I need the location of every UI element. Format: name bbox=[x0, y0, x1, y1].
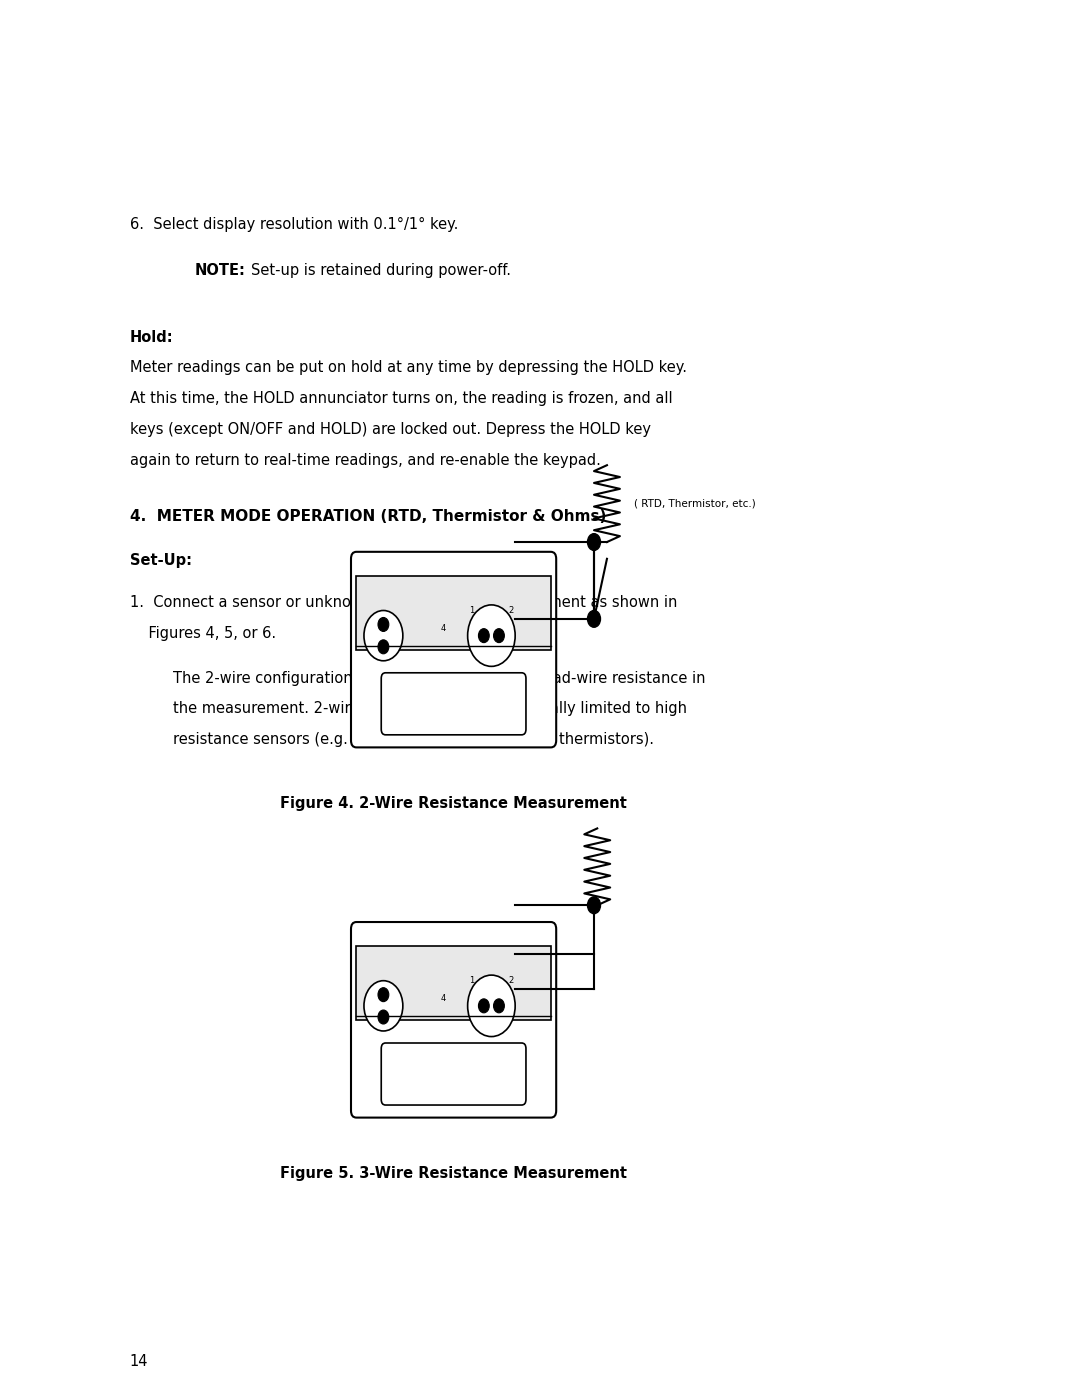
Text: The 2-wire configuration is simplest, but includes lead-wire resistance in: The 2-wire configuration is simplest, bu… bbox=[173, 671, 705, 686]
FancyBboxPatch shape bbox=[351, 552, 556, 747]
Circle shape bbox=[588, 610, 600, 627]
FancyBboxPatch shape bbox=[381, 673, 526, 735]
Text: Figure 5. 3-Wire Resistance Measurement: Figure 5. 3-Wire Resistance Measurement bbox=[280, 1166, 627, 1182]
Text: 6.  Select display resolution with 0.1°/1° key.: 6. Select display resolution with 0.1°/1… bbox=[130, 217, 458, 232]
FancyBboxPatch shape bbox=[351, 922, 556, 1118]
Text: NOTE:: NOTE: bbox=[194, 263, 245, 278]
Circle shape bbox=[378, 1010, 389, 1024]
Circle shape bbox=[588, 534, 600, 550]
Text: Figures 4, 5, or 6.: Figures 4, 5, or 6. bbox=[130, 626, 275, 641]
Circle shape bbox=[478, 629, 489, 643]
Text: 14: 14 bbox=[130, 1354, 148, 1369]
Text: At this time, the HOLD annunciator turns on, the reading is frozen, and all: At this time, the HOLD annunciator turns… bbox=[130, 391, 672, 407]
Text: Meter readings can be put on hold at any time by depressing the HOLD key.: Meter readings can be put on hold at any… bbox=[130, 360, 687, 376]
Text: 4: 4 bbox=[441, 995, 445, 1003]
Circle shape bbox=[478, 999, 489, 1013]
Text: Hold:: Hold: bbox=[130, 330, 173, 345]
Bar bbox=[356, 576, 551, 650]
Circle shape bbox=[468, 975, 515, 1037]
Circle shape bbox=[378, 617, 389, 631]
Circle shape bbox=[494, 999, 504, 1013]
Circle shape bbox=[364, 981, 403, 1031]
Circle shape bbox=[494, 629, 504, 643]
Circle shape bbox=[378, 988, 389, 1002]
Text: 2: 2 bbox=[509, 606, 513, 615]
Text: 4.  METER MODE OPERATION (RTD, Thermistor & Ohms): 4. METER MODE OPERATION (RTD, Thermistor… bbox=[130, 509, 606, 524]
Circle shape bbox=[378, 640, 389, 654]
Text: resistance sensors (e.g. 1000-ohm RTDs, 2252-ohm thermistors).: resistance sensors (e.g. 1000-ohm RTDs, … bbox=[173, 732, 653, 747]
Text: 1: 1 bbox=[470, 606, 474, 615]
Text: Set-up is retained during power-off.: Set-up is retained during power-off. bbox=[251, 263, 511, 278]
Text: again to return to real-time readings, and re-enable the keypad.: again to return to real-time readings, a… bbox=[130, 453, 600, 468]
Circle shape bbox=[468, 605, 515, 666]
Text: Set-Up:: Set-Up: bbox=[130, 553, 191, 569]
Text: keys (except ON/OFF and HOLD) are locked out. Depress the HOLD key: keys (except ON/OFF and HOLD) are locked… bbox=[130, 422, 650, 437]
Text: ( RTD, Thermistor, etc.): ( RTD, Thermistor, etc.) bbox=[634, 499, 756, 509]
Text: 4: 4 bbox=[441, 624, 445, 633]
Text: the measurement. 2-wire measurements are generally limited to high: the measurement. 2-wire measurements are… bbox=[173, 701, 687, 717]
Circle shape bbox=[364, 610, 403, 661]
Text: 1: 1 bbox=[470, 977, 474, 985]
Text: Figure 4. 2-Wire Resistance Measurement: Figure 4. 2-Wire Resistance Measurement bbox=[280, 796, 627, 812]
Text: 2: 2 bbox=[509, 977, 513, 985]
Circle shape bbox=[588, 897, 600, 914]
FancyBboxPatch shape bbox=[381, 1044, 526, 1105]
Text: 1.  Connect a sensor or unknown resistance to the instrument as shown in: 1. Connect a sensor or unknown resistanc… bbox=[130, 595, 677, 610]
Bar bbox=[356, 946, 551, 1020]
